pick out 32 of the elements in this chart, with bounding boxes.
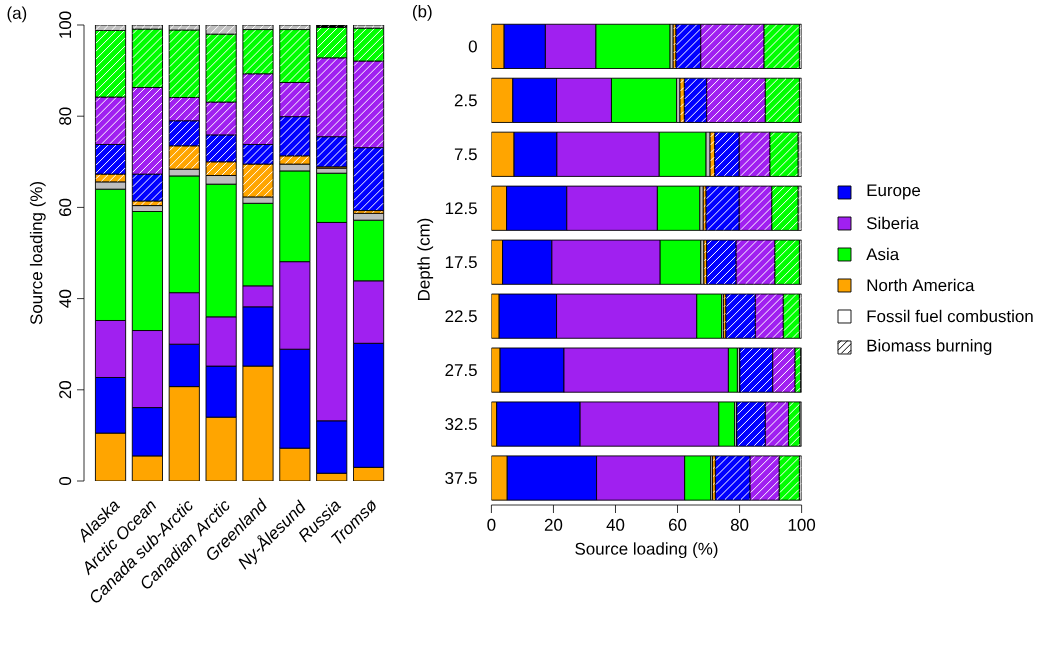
- y-axis-title: Source loading (%): [29, 182, 46, 325]
- y-axis-title: Depth (cm): [417, 218, 434, 300]
- y-tick-label: 37.5: [445, 472, 477, 485]
- text: Fossil fuel combustion: [867, 309, 1033, 323]
- y-tick-label: 80: [59, 107, 72, 125]
- chart-title: (a): [7, 6, 27, 23]
- x-tick-label: 0: [487, 518, 496, 531]
- x-tick-label: 80: [730, 518, 749, 531]
- x-tick-label: 60: [668, 518, 687, 531]
- legend-label: North America: [867, 278, 975, 292]
- y-tick-label: 12.5: [445, 202, 477, 215]
- y-tick-label: 0: [59, 476, 72, 486]
- legend-label: Europe: [867, 184, 921, 200]
- y-tick-label: 32.5: [445, 418, 477, 431]
- text: Biomass burning: [867, 339, 992, 355]
- legend-label: Siberia: [866, 216, 919, 230]
- y-tick-label: 40: [59, 289, 72, 308]
- x-tick-label: 100: [788, 518, 816, 531]
- y-tick-label: 22.5: [445, 310, 477, 323]
- x-tick-label: 40: [606, 518, 625, 531]
- y-tick-label: 7.5: [454, 148, 477, 161]
- x-tick-label: 20: [544, 518, 563, 531]
- y-tick-label: 17.5: [445, 256, 477, 269]
- y-tick-label: 100: [59, 11, 72, 38]
- y-tick-label: 27.5: [445, 364, 477, 377]
- y-tick-label: 20: [59, 381, 72, 399]
- x-axis-title: Source loading (%): [575, 542, 718, 559]
- chart-title: (b): [412, 5, 432, 21]
- legend-label: Asia: [866, 247, 900, 261]
- y-tick-label: 0: [468, 40, 477, 53]
- y-tick-label: 60: [59, 198, 72, 216]
- y-tick-label: 2.5: [454, 94, 477, 107]
